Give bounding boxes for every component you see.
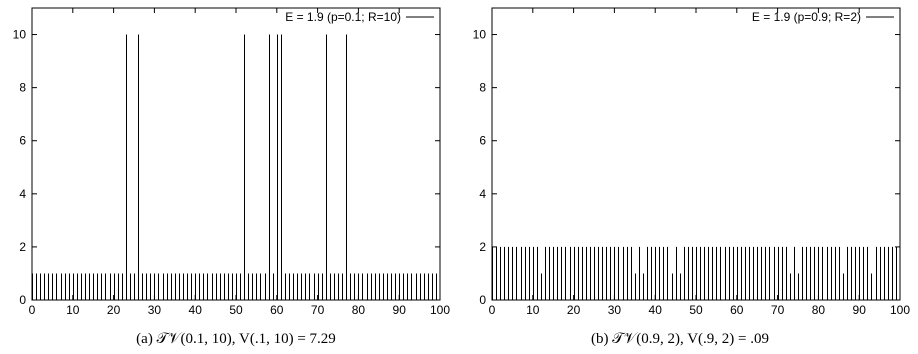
legend-label: E = 1.9 (p=0.1; R=10): [285, 10, 401, 24]
plot-frame: [31, 7, 441, 301]
y-tick-label: 4: [479, 187, 486, 201]
panel-b: 0 10 20 30 40 50 60 70 80 90 100 0 2 4 6 8 10 E = 1.9 (p=…: [473, 7, 910, 347]
figure-caption: (b) 𝒯𝒱(0.9, 2), V(.9, 2) = .09: [591, 331, 769, 347]
y-tick-label: 6: [19, 134, 26, 148]
x-tick-label: 50: [689, 303, 703, 317]
x-tick-label: 40: [189, 303, 203, 317]
x-tick-label: 80: [812, 303, 826, 317]
y-tick-label: 0: [479, 293, 486, 307]
x-tick-label: 20: [567, 303, 581, 317]
x-tick-label: 100: [430, 303, 450, 317]
x-tick-label: 70: [311, 303, 325, 317]
x-tick-label: 20: [107, 303, 121, 317]
x-tick-label: 10: [526, 303, 540, 317]
x-tick-label: 30: [608, 303, 622, 317]
x-tick-label: 0: [29, 303, 36, 317]
y-tick-label: 2: [479, 240, 486, 254]
x-tick-label: 60: [270, 303, 284, 317]
y-tick-label: 4: [19, 187, 26, 201]
x-tick-label: 100: [890, 303, 910, 317]
y-tick-label: 8: [19, 81, 26, 95]
y-tick-label: 0: [19, 293, 26, 307]
y-tick-label: 10: [13, 28, 27, 42]
panel-a: 0 10 20 30 40 50 60 70 80 90 100 0 2 4 6 8 10 E = 1.9 (p=…: [13, 7, 450, 347]
x-tick-label: 90: [393, 303, 407, 317]
x-tick-label: 60: [730, 303, 744, 317]
x-tick-label: 50: [229, 303, 243, 317]
x-tick-label: 80: [352, 303, 366, 317]
x-tick-label: 0: [489, 303, 496, 317]
x-tick-label: 30: [148, 303, 162, 317]
y-tick-label: 2: [19, 240, 26, 254]
x-tick-label: 10: [66, 303, 80, 317]
legend-label: E = 1.9 (p=0.9; R=2): [752, 10, 861, 24]
y-tick-label: 8: [479, 81, 486, 95]
y-tick-label: 6: [479, 134, 486, 148]
x-tick-label: 70: [771, 303, 785, 317]
figure-caption: (a) 𝒯𝒱(0.1, 10), V(.1, 10) = 7.29: [136, 331, 336, 347]
x-tick-label: 90: [853, 303, 867, 317]
y-tick-label: 10: [473, 28, 487, 42]
x-tick-label: 40: [649, 303, 663, 317]
